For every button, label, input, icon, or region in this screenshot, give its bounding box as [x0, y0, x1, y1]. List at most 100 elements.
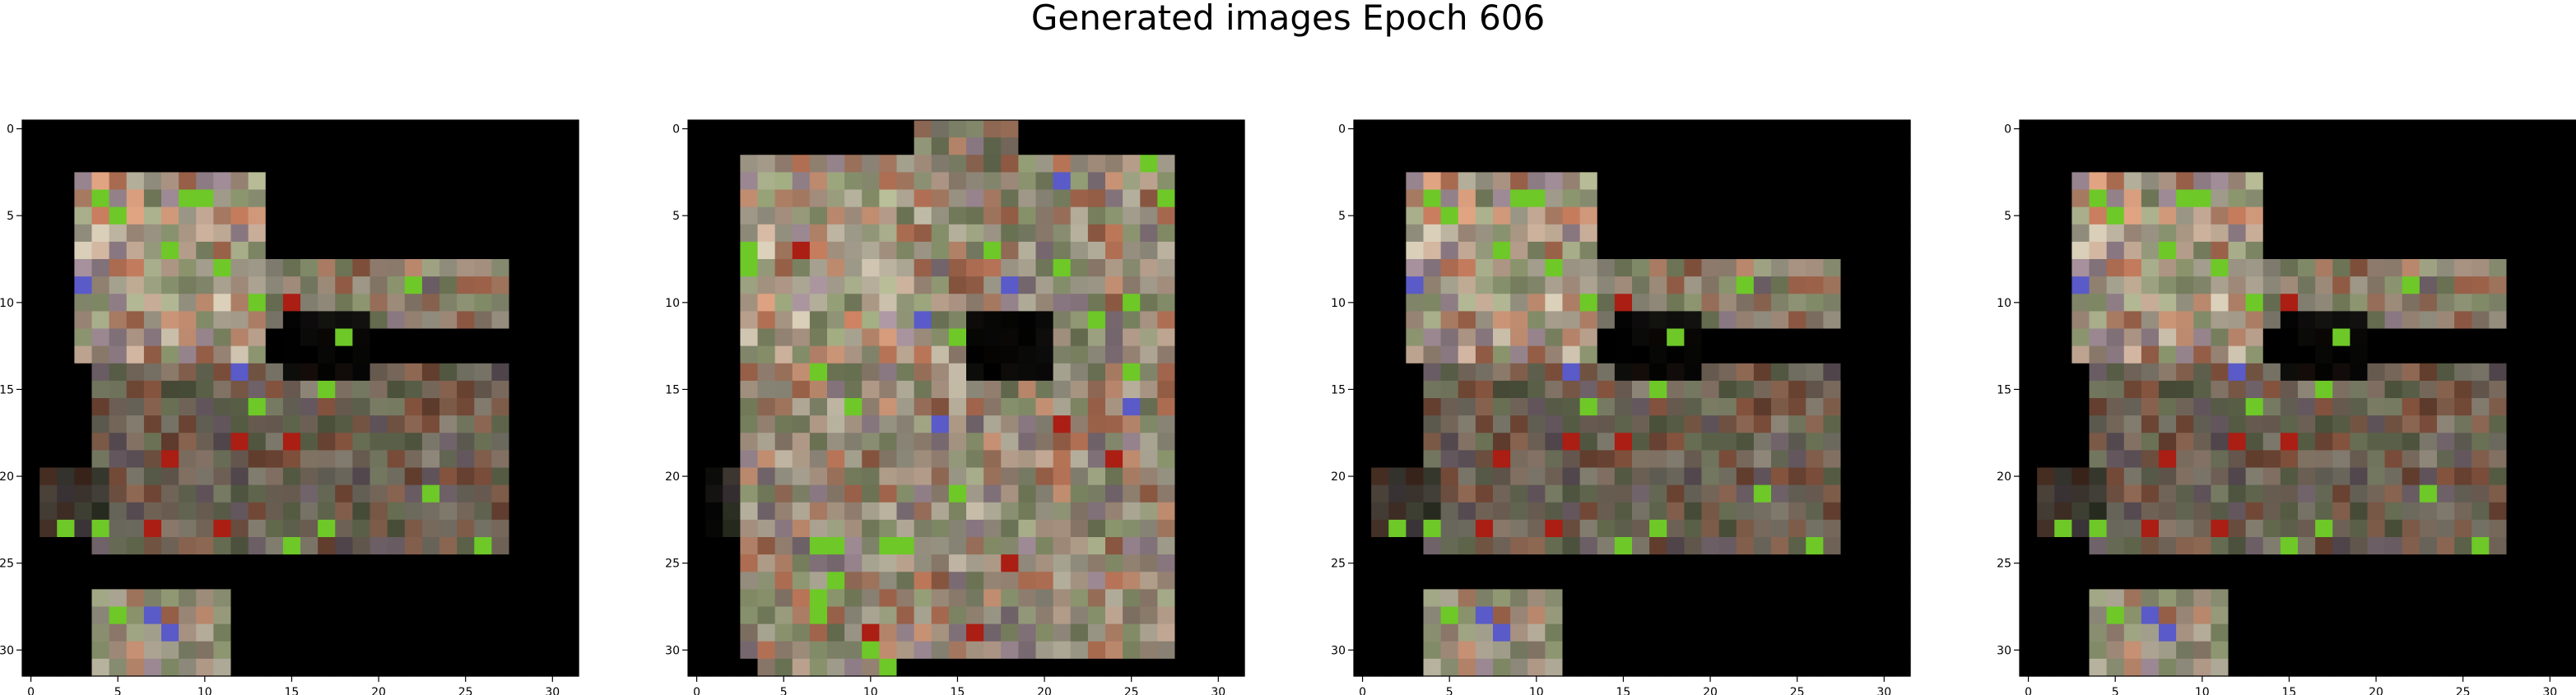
pixel [2193, 241, 2211, 260]
pixel [91, 658, 110, 677]
pixel [2228, 294, 2247, 312]
pixel [1545, 345, 1564, 364]
pixel [352, 519, 371, 538]
pixel [457, 537, 475, 555]
pixel [2089, 606, 2108, 625]
pixel [560, 554, 579, 572]
pixel [1105, 467, 1123, 486]
pixel [1406, 467, 1425, 486]
pixel [879, 554, 898, 572]
pixel [705, 120, 723, 138]
pixel [1475, 398, 1494, 416]
pixel [1192, 537, 1211, 555]
pixel [491, 623, 510, 642]
pixel [1684, 294, 1703, 312]
pixel [2071, 189, 2090, 208]
pixel [688, 294, 706, 312]
pixel [966, 155, 984, 173]
pixel [757, 554, 776, 572]
pixel [1632, 276, 1650, 294]
pixel [282, 572, 301, 590]
pixel [2489, 224, 2508, 243]
pixel [2471, 294, 2490, 312]
pixel [2089, 241, 2108, 260]
pixel [230, 241, 249, 260]
pixel [2384, 415, 2403, 433]
pixel [757, 433, 776, 451]
pixel [335, 363, 353, 382]
pixel [2211, 433, 2230, 451]
pixel [809, 294, 828, 312]
pixel [1718, 467, 1737, 486]
pixel [2228, 433, 2247, 451]
pixel [774, 276, 793, 294]
pixel [2367, 206, 2386, 225]
pixel [22, 519, 40, 538]
pixel [757, 398, 776, 416]
pixel [318, 484, 336, 503]
pixel [879, 589, 898, 608]
pixel [2089, 259, 2108, 277]
pixel [282, 641, 301, 660]
pixel [896, 189, 915, 208]
pixel [1667, 433, 1685, 451]
pixel [179, 519, 197, 538]
pixel [2315, 363, 2333, 382]
pixel [740, 189, 759, 208]
pixel [723, 572, 741, 590]
pixel [509, 328, 528, 347]
pixel [318, 345, 336, 364]
pixel [2037, 189, 2055, 208]
pixel [1718, 623, 1737, 642]
pixel [1892, 641, 1911, 660]
pixel [1371, 311, 1389, 330]
pixel [230, 589, 249, 608]
pixel [387, 606, 406, 625]
pixel [1614, 623, 1633, 642]
pixel [282, 189, 301, 208]
pixel [2280, 259, 2299, 277]
pixel [1406, 120, 1425, 138]
pixel [1701, 467, 1720, 486]
pixel [2245, 345, 2264, 364]
pixel [1388, 224, 1407, 243]
pixel [213, 206, 232, 225]
pixel [740, 502, 759, 521]
pixel [300, 537, 319, 555]
pixel [2071, 155, 2090, 173]
pixel [213, 241, 232, 260]
pixel [1632, 467, 1650, 486]
pixel [809, 415, 828, 433]
pixel [931, 363, 950, 382]
pixel [300, 311, 319, 330]
pixel [387, 311, 406, 330]
pixel [983, 467, 1002, 486]
pixel [1209, 241, 1228, 260]
pixel [809, 537, 828, 555]
pixel [1771, 537, 1789, 555]
pixel [1684, 224, 1703, 243]
pixel [509, 155, 528, 173]
pixel [914, 658, 932, 677]
pixel [931, 398, 950, 416]
pixel [1667, 415, 1685, 433]
pixel [1070, 398, 1089, 416]
pixel [896, 363, 915, 382]
pixel [1226, 311, 1245, 330]
pixel [1527, 502, 1546, 521]
pixel [1001, 641, 1019, 660]
pixel [688, 519, 706, 538]
y-tick-label: 15 [0, 383, 14, 396]
pixel [757, 380, 776, 399]
pixel [879, 380, 898, 399]
pixel [966, 502, 984, 521]
pixel [1579, 380, 1598, 399]
pixel [421, 294, 440, 312]
pixel [1209, 433, 1228, 451]
pixel [2262, 363, 2281, 382]
pixel [491, 537, 510, 555]
pixel [1458, 589, 1476, 608]
pixel [792, 450, 811, 469]
pixel [161, 415, 179, 433]
pixel [1823, 484, 1842, 503]
